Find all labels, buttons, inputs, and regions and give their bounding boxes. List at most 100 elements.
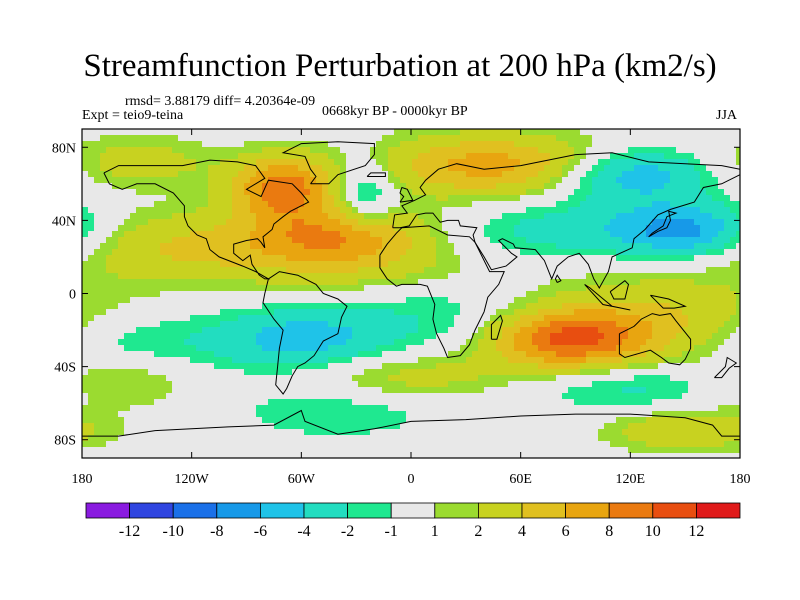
field-cell: [622, 201, 629, 208]
field-cell: [154, 153, 161, 160]
field-cell: [304, 309, 311, 316]
field-cell: [106, 393, 113, 400]
field-cell: [364, 351, 371, 358]
field-cell: [628, 159, 635, 166]
field-cell: [82, 339, 89, 346]
field-cell: [316, 213, 323, 220]
field-cell: [238, 363, 245, 370]
field-cell: [250, 183, 257, 190]
field-cell: [622, 321, 629, 328]
field-cell: [262, 393, 269, 400]
field-cell: [490, 201, 497, 208]
field-cell: [262, 357, 269, 364]
field-cell: [124, 237, 131, 244]
field-cell: [556, 297, 563, 304]
field-cell: [346, 171, 353, 178]
field-cell: [304, 207, 311, 214]
field-cell: [370, 255, 377, 262]
field-cell: [652, 207, 659, 214]
field-cell: [628, 369, 635, 376]
field-cell: [184, 339, 191, 346]
field-cell: [316, 321, 323, 328]
field-cell: [280, 291, 287, 298]
field-cell: [658, 339, 665, 346]
field-cell: [550, 213, 557, 220]
field-cell: [82, 183, 89, 190]
field-cell: [214, 357, 221, 364]
field-cell: [358, 183, 365, 190]
field-cell: [304, 153, 311, 160]
field-cell: [646, 183, 653, 190]
field-cell: [244, 381, 251, 388]
field-cell: [442, 381, 449, 388]
field-cell: [142, 351, 149, 358]
field-cell: [358, 243, 365, 250]
field-cell: [712, 327, 719, 334]
field-cell: [718, 195, 725, 202]
field-cell: [550, 237, 557, 244]
field-cell: [232, 327, 239, 334]
field-cell: [490, 291, 497, 298]
field-cell: [598, 381, 605, 388]
field-cell: [220, 333, 227, 340]
field-cell: [736, 309, 740, 316]
field-cell: [658, 165, 665, 172]
field-cell: [106, 285, 113, 292]
field-cell: [682, 363, 689, 370]
field-cell: [226, 183, 233, 190]
field-cell: [736, 267, 740, 274]
field-cell: [712, 333, 719, 340]
field-cell: [724, 201, 731, 208]
field-cell: [160, 231, 167, 238]
field-cell: [298, 327, 305, 334]
field-cell: [442, 219, 449, 226]
field-cell: [184, 165, 191, 172]
field-cell: [352, 381, 359, 388]
field-cell: [514, 171, 521, 178]
field-cell: [280, 183, 287, 190]
field-cell: [514, 219, 521, 226]
field-cell: [664, 177, 671, 184]
field-cell: [154, 159, 161, 166]
field-cell: [118, 231, 125, 238]
field-cell: [562, 207, 569, 214]
field-cell: [394, 219, 401, 226]
field-cell: [196, 321, 203, 328]
field-cell: [472, 333, 479, 340]
field-cell: [130, 231, 137, 238]
field-cell: [172, 177, 179, 184]
field-cell: [214, 225, 221, 232]
field-cell: [442, 303, 449, 310]
field-cell: [118, 267, 125, 274]
field-cell: [706, 261, 713, 268]
field-cell: [124, 315, 131, 322]
field-cell: [676, 279, 683, 286]
field-cell: [352, 369, 359, 376]
field-cell: [388, 363, 395, 370]
field-cell: [130, 327, 137, 334]
field-cell: [670, 327, 677, 334]
field-cell: [256, 333, 263, 340]
field-cell: [598, 177, 605, 184]
field-cell: [352, 141, 359, 148]
field-cell: [676, 249, 683, 256]
field-cell: [706, 279, 713, 286]
field-cell: [472, 261, 479, 268]
field-cell: [376, 237, 383, 244]
field-cell: [538, 141, 545, 148]
field-cell: [274, 219, 281, 226]
field-cell: [256, 285, 263, 292]
field-cell: [412, 147, 419, 154]
field-cell: [106, 261, 113, 268]
field-cell: [610, 129, 617, 136]
field-cell: [502, 369, 509, 376]
field-cell: [436, 375, 443, 382]
field-cell: [352, 273, 359, 280]
field-cell: [532, 333, 539, 340]
field-cell: [694, 357, 701, 364]
field-cell: [244, 345, 251, 352]
field-cell: [280, 333, 287, 340]
field-cell: [430, 183, 437, 190]
field-cell: [700, 279, 707, 286]
field-cell: [388, 171, 395, 178]
